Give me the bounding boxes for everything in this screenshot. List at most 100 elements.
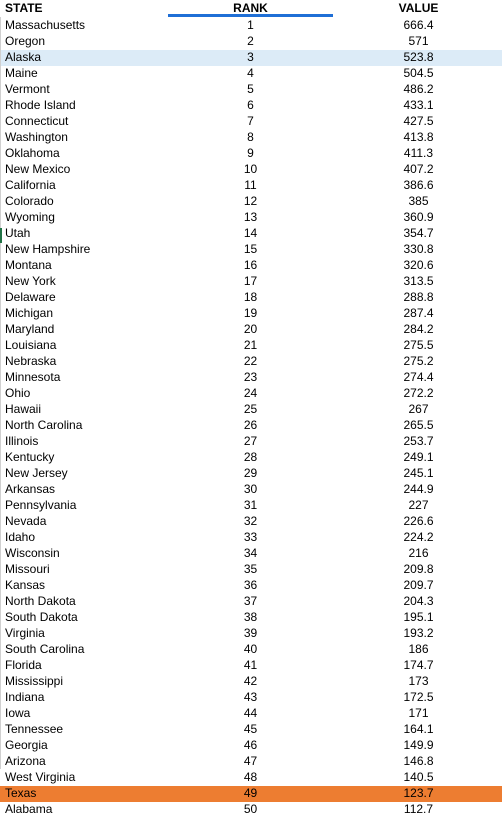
- value-cell[interactable]: 112.7: [403, 802, 434, 816]
- table-row[interactable]: Connecticut 7 427.5: [0, 114, 502, 130]
- state-cell[interactable]: Hawaii: [5, 402, 42, 416]
- state-cell[interactable]: Arizona: [5, 754, 46, 768]
- table-row[interactable]: Florida 41 174.7: [0, 658, 502, 674]
- table-row[interactable]: Montana 16 320.6: [0, 258, 502, 274]
- value-cell[interactable]: 174.7: [403, 658, 434, 672]
- value-cell[interactable]: 195.1: [403, 610, 434, 624]
- rank-cell[interactable]: 26: [243, 418, 258, 432]
- table-row[interactable]: Tennessee 45 164.1: [0, 722, 502, 738]
- rank-cell[interactable]: 46: [243, 738, 258, 752]
- rank-cell[interactable]: 39: [243, 626, 258, 640]
- table-row[interactable]: Idaho 33 224.2: [0, 530, 502, 546]
- table-row[interactable]: New York 17 313.5: [0, 274, 502, 290]
- rank-cell[interactable]: 2: [247, 34, 254, 48]
- state-cell[interactable]: Kansas: [5, 578, 46, 592]
- state-cell[interactable]: Minnesota: [5, 370, 61, 384]
- state-cell[interactable]: Wisconsin: [5, 546, 60, 560]
- value-cell[interactable]: 330.8: [403, 242, 434, 256]
- table-row[interactable]: Kentucky 28 249.1: [0, 450, 502, 466]
- state-cell[interactable]: Maryland: [5, 322, 55, 336]
- table-row[interactable]: South Carolina 40 186: [0, 642, 502, 658]
- state-cell[interactable]: Vermont: [5, 82, 50, 96]
- table-row[interactable]: Alabama 50 112.7: [0, 802, 502, 818]
- state-cell[interactable]: Idaho: [5, 530, 36, 544]
- rank-cell[interactable]: 10: [243, 162, 258, 176]
- table-row[interactable]: Colorado 12 385: [0, 194, 502, 210]
- rank-cell[interactable]: 37: [243, 594, 258, 608]
- table-row[interactable]: Oklahoma 9 411.3: [0, 146, 502, 162]
- rank-cell[interactable]: 44: [243, 706, 258, 720]
- table-row[interactable]: Missouri 35 209.8: [0, 562, 502, 578]
- header-rank[interactable]: RANK: [166, 0, 335, 17]
- state-cell[interactable]: Tennessee: [5, 722, 64, 736]
- rank-cell[interactable]: 19: [243, 306, 258, 320]
- table-row[interactable]: Maryland 20 284.2: [0, 322, 502, 338]
- table-row[interactable]: South Dakota 38 195.1: [0, 610, 502, 626]
- table-row[interactable]: Maine 4 504.5: [0, 66, 502, 82]
- state-cell[interactable]: Washington: [5, 130, 68, 144]
- value-cell[interactable]: 274.4: [403, 370, 434, 384]
- rank-cell[interactable]: 20: [243, 322, 258, 336]
- rank-cell[interactable]: 49: [243, 786, 258, 800]
- header-state[interactable]: STATE: [5, 1, 43, 15]
- value-cell[interactable]: 504.5: [403, 66, 434, 80]
- value-cell[interactable]: 149.9: [403, 738, 434, 752]
- table-row[interactable]: Massachusetts 1 666.4: [0, 18, 502, 34]
- value-cell[interactable]: 140.5: [403, 770, 434, 784]
- state-cell[interactable]: South Dakota: [5, 610, 78, 624]
- table-row[interactable]: Georgia 46 149.9: [0, 738, 502, 754]
- value-cell[interactable]: 171: [408, 706, 429, 720]
- value-cell[interactable]: 284.2: [403, 322, 434, 336]
- rank-cell[interactable]: 4: [247, 66, 254, 80]
- value-cell[interactable]: 413.8: [403, 130, 434, 144]
- rank-cell[interactable]: 22: [243, 354, 258, 368]
- table-row[interactable]: Illinois 27 253.7: [0, 434, 502, 450]
- table-row[interactable]: Nevada 32 226.6: [0, 514, 502, 530]
- state-cell[interactable]: Delaware: [5, 290, 56, 304]
- table-row[interactable]: Virginia 39 193.2: [0, 626, 502, 642]
- value-cell[interactable]: 433.1: [403, 98, 434, 112]
- state-cell[interactable]: Arkansas: [5, 482, 56, 496]
- value-cell[interactable]: 204.3: [403, 594, 434, 608]
- rank-cell[interactable]: 13: [243, 210, 258, 224]
- table-row[interactable]: Indiana 43 172.5: [0, 690, 502, 706]
- state-cell[interactable]: New Hampshire: [5, 242, 91, 256]
- table-row[interactable]: Arkansas 30 244.9: [0, 482, 502, 498]
- value-cell[interactable]: 427.5: [403, 114, 434, 128]
- table-row[interactable]: Ohio 24 272.2: [0, 386, 502, 402]
- state-cell[interactable]: Oklahoma: [5, 146, 60, 160]
- table-row[interactable]: New Mexico 10 407.2: [0, 162, 502, 178]
- rank-cell[interactable]: 9: [247, 146, 254, 160]
- table-row[interactable]: North Carolina 26 265.5: [0, 418, 502, 434]
- value-cell[interactable]: 411.3: [403, 146, 434, 160]
- state-cell[interactable]: Montana: [5, 258, 52, 272]
- rank-cell[interactable]: 43: [243, 690, 258, 704]
- rank-cell[interactable]: 33: [243, 530, 258, 544]
- value-cell[interactable]: 227: [408, 498, 429, 512]
- table-row[interactable]: Oregon 2 571: [0, 34, 502, 50]
- rank-cell[interactable]: 32: [243, 514, 258, 528]
- rank-cell[interactable]: 5: [247, 82, 254, 96]
- table-row[interactable]: Delaware 18 288.8: [0, 290, 502, 306]
- value-cell[interactable]: 146.8: [403, 754, 434, 768]
- table-row[interactable]: Mississippi 42 173: [0, 674, 502, 690]
- state-cell[interactable]: New York: [5, 274, 56, 288]
- rank-cell[interactable]: 3: [247, 50, 254, 64]
- value-cell[interactable]: 193.2: [403, 626, 434, 640]
- table-row[interactable]: New Jersey 29 245.1: [0, 466, 502, 482]
- table-row[interactable]: Wisconsin 34 216: [0, 546, 502, 562]
- value-cell[interactable]: 249.1: [403, 450, 434, 464]
- value-cell[interactable]: 173: [408, 674, 429, 688]
- value-cell[interactable]: 216: [408, 546, 429, 560]
- state-cell[interactable]: North Dakota: [5, 594, 76, 608]
- rank-cell[interactable]: 50: [243, 802, 258, 816]
- state-cell[interactable]: Rhode Island: [5, 98, 76, 112]
- state-cell[interactable]: Michigan: [5, 306, 54, 320]
- rank-cell[interactable]: 34: [243, 546, 258, 560]
- table-row[interactable]: West Virginia 48 140.5: [0, 770, 502, 786]
- table-row[interactable]: Washington 8 413.8: [0, 130, 502, 146]
- rank-cell[interactable]: 41: [243, 658, 258, 672]
- rank-cell[interactable]: 45: [243, 722, 258, 736]
- table-row[interactable]: Pennsylvania 31 227: [0, 498, 502, 514]
- rank-cell[interactable]: 24: [243, 386, 258, 400]
